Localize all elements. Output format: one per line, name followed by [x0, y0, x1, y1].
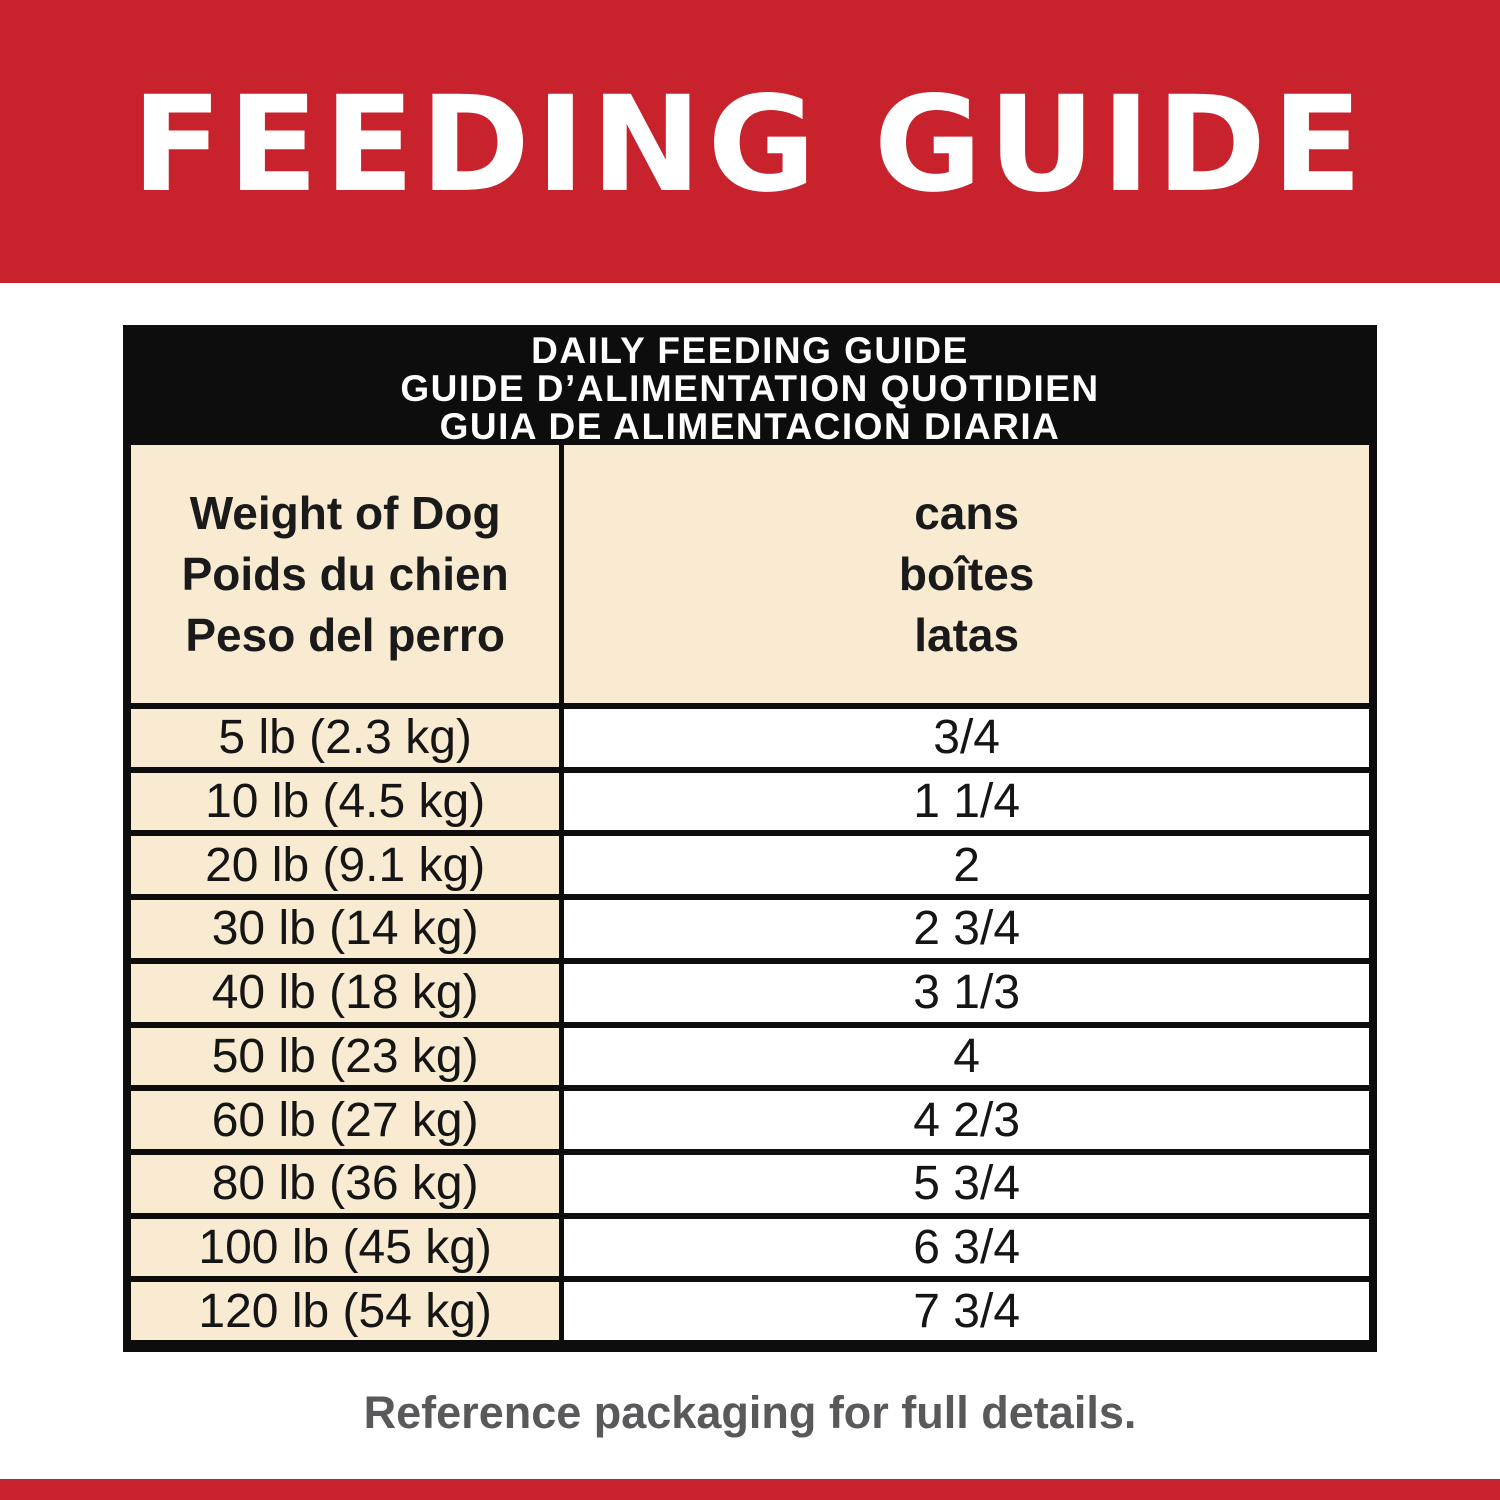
table-row: 40 lb (18 kg) 3 1/3: [131, 957, 1369, 1022]
daily-feeding-table: DAILY FEEDING GUIDE GUIDE D’ALIMENTATION…: [123, 325, 1377, 1352]
table-row: 5 lb (2.3 kg) 3/4: [131, 703, 1369, 767]
weight-cell: 5 lb (2.3 kg): [131, 709, 565, 767]
weight-header-en: Weight of Dog: [189, 486, 501, 539]
weight-cell: 60 lb (27 kg): [131, 1091, 565, 1149]
table-title-en: DAILY FEEDING GUIDE: [531, 330, 969, 371]
cans-header-es: latas: [914, 608, 1020, 661]
footer-note: Reference packaging for full details.: [363, 1387, 1137, 1438]
cans-cell: 4 2/3: [564, 1091, 1369, 1149]
page-title: FEEDING GUIDE: [131, 67, 1369, 222]
table-row: 30 lb (14 kg) 2 3/4: [131, 894, 1369, 958]
weight-cell: 100 lb (45 kg): [131, 1218, 565, 1277]
cans-header-fr: boîtes: [898, 547, 1035, 600]
weight-cell: 30 lb (14 kg): [131, 900, 565, 958]
table-row: 60 lb (27 kg) 4 2/3: [131, 1085, 1369, 1149]
weight-column-header: Weight of Dog Poids du chien Peso del pe…: [131, 445, 565, 703]
table-row: 10 lb (4.5 kg) 1 1/4: [131, 766, 1369, 831]
weight-cell: 40 lb (18 kg): [131, 963, 565, 1022]
table-title-fr: GUIDE D’ALIMENTATION QUOTIDIEN: [400, 368, 1100, 409]
cans-cell: 5 3/4: [564, 1154, 1369, 1213]
bottom-red-strip: [0, 1479, 1500, 1500]
cans-cell: 1 1/4: [564, 772, 1369, 831]
weight-cell: 80 lb (36 kg): [131, 1154, 565, 1213]
title-banner: FEEDING GUIDE: [0, 0, 1500, 283]
cans-cell: 4: [564, 1027, 1369, 1086]
cans-cell: 7 3/4: [564, 1282, 1369, 1341]
weight-cell: 10 lb (4.5 kg): [131, 772, 565, 831]
table-title-es: GUIA DE ALIMENTACION DIARIA: [439, 406, 1061, 447]
weight-cell: 50 lb (23 kg): [131, 1027, 565, 1086]
weight-cell: 20 lb (9.1 kg): [131, 836, 565, 895]
weight-cell: 120 lb (54 kg): [131, 1282, 565, 1341]
cans-cell: 2: [564, 836, 1369, 895]
cans-column-header: cans boîtes latas: [564, 445, 1369, 703]
table-title-block: DAILY FEEDING GUIDE GUIDE D’ALIMENTATION…: [131, 330, 1369, 447]
cans-cell: 3/4: [564, 709, 1369, 767]
column-header-row: Weight of Dog Poids du chien Peso del pe…: [131, 445, 1369, 703]
weight-header-es: Peso del perro: [185, 608, 505, 661]
table-rows: 5 lb (2.3 kg) 3/4 10 lb (4.5 kg) 1 1/4 2…: [131, 703, 1369, 1341]
table-row: 100 lb (45 kg) 6 3/4: [131, 1212, 1369, 1277]
weight-header-fr: Poids du chien: [181, 547, 509, 600]
table-row: 50 lb (23 kg) 4: [131, 1021, 1369, 1086]
table-row: 120 lb (54 kg) 7 3/4: [131, 1276, 1369, 1341]
cans-cell: 6 3/4: [564, 1218, 1369, 1277]
cans-cell: 2 3/4: [564, 900, 1369, 958]
table-row: 80 lb (36 kg) 5 3/4: [131, 1148, 1369, 1213]
cans-header-en: cans: [914, 486, 1020, 539]
cans-cell: 3 1/3: [564, 963, 1369, 1022]
table-row: 20 lb (9.1 kg) 2: [131, 830, 1369, 895]
